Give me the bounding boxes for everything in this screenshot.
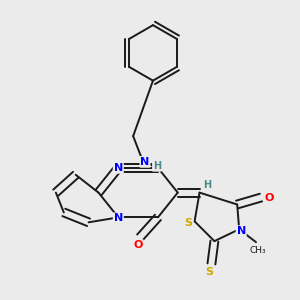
Text: CH₃: CH₃ — [250, 246, 266, 255]
Text: N: N — [114, 163, 123, 173]
Text: N: N — [114, 213, 123, 224]
Text: H: H — [203, 180, 211, 190]
Text: H: H — [153, 161, 161, 171]
Text: N: N — [236, 226, 246, 236]
Text: S: S — [184, 218, 193, 228]
Text: N: N — [140, 157, 150, 167]
Text: S: S — [206, 267, 213, 277]
Text: O: O — [264, 193, 274, 202]
Text: O: O — [134, 240, 143, 250]
